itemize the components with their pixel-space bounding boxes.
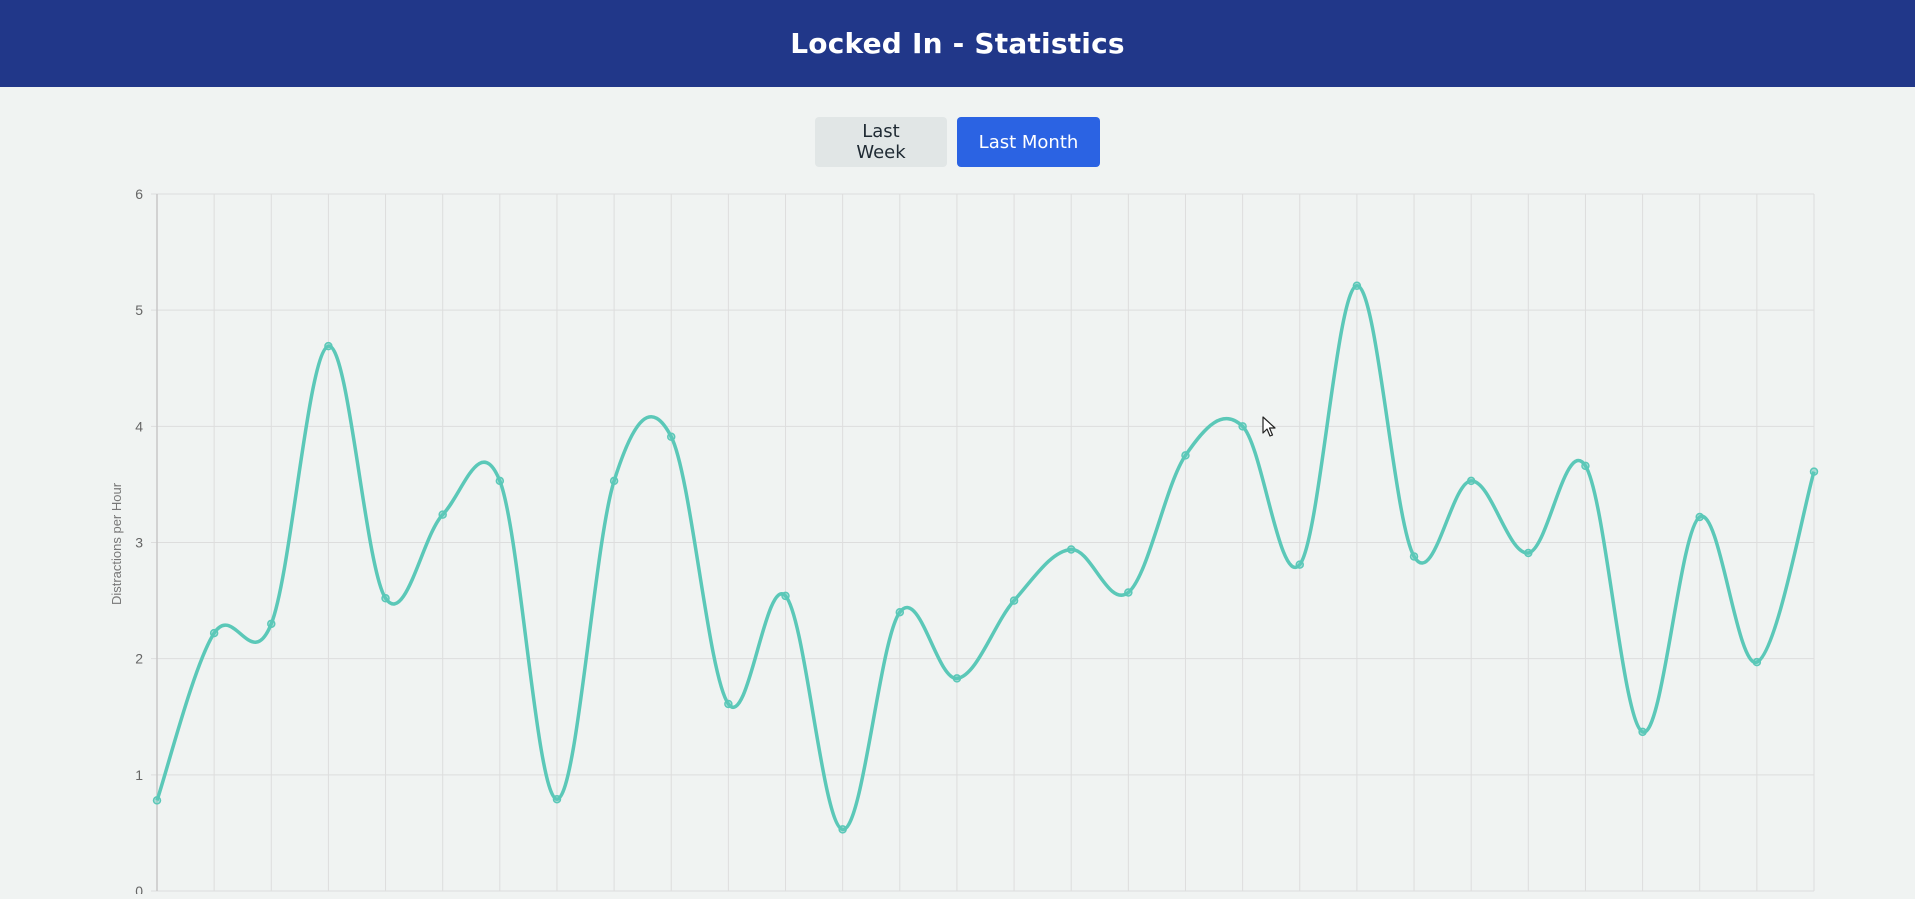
last-month-button[interactable]: Last Month (957, 117, 1100, 167)
y-axis-label: Distractions per Hour (109, 482, 124, 605)
data-point[interactable] (895, 607, 905, 617)
mouse-cursor-icon (1262, 416, 1276, 437)
data-points (152, 281, 1819, 834)
data-point[interactable] (552, 794, 562, 804)
data-point[interactable] (438, 510, 447, 519)
data-point[interactable] (495, 476, 505, 486)
data-point[interactable] (1124, 588, 1133, 597)
data-point[interactable] (1066, 545, 1076, 554)
y-tick-label: 6 (135, 186, 143, 202)
page-title: Locked In - Statistics (790, 27, 1125, 60)
data-point[interactable] (1238, 422, 1247, 431)
y-tick-label: 5 (135, 302, 143, 318)
data-point[interactable] (324, 341, 333, 351)
data-point[interactable] (1466, 476, 1476, 486)
data-point[interactable] (1352, 281, 1362, 291)
app-header: Locked In - Statistics (0, 0, 1915, 87)
y-axis-ticks: 0 1 2 3 4 5 6 (135, 186, 143, 899)
y-tick-label: 3 (135, 535, 143, 551)
data-point[interactable] (1009, 596, 1019, 605)
data-point[interactable] (1752, 657, 1762, 667)
series-line (155, 284, 1816, 832)
data-point[interactable] (609, 476, 619, 486)
data-point[interactable] (838, 825, 847, 834)
data-point[interactable] (1695, 512, 1704, 522)
range-toggle: Last Week Last Month (0, 117, 1915, 167)
data-point[interactable] (1295, 560, 1305, 569)
data-point[interactable] (267, 619, 276, 629)
y-tick-label: 1 (135, 767, 143, 783)
last-week-button[interactable]: Last Week (815, 117, 947, 167)
data-point[interactable] (952, 674, 962, 683)
y-tick-label: 0 (135, 883, 143, 894)
y-tick-label: 4 (135, 418, 143, 434)
y-tick-label: 2 (135, 651, 143, 667)
data-point[interactable] (1524, 548, 1533, 558)
data-point[interactable] (1581, 461, 1590, 471)
data-point[interactable] (666, 432, 676, 442)
data-point[interactable] (1809, 467, 1819, 476)
chart-grid (151, 193, 1815, 892)
data-point[interactable] (381, 594, 390, 603)
data-point[interactable] (1181, 451, 1190, 460)
data-point[interactable] (152, 796, 162, 805)
data-point[interactable] (781, 591, 790, 601)
data-point[interactable] (724, 699, 733, 709)
data-point[interactable] (1409, 552, 1419, 561)
data-point[interactable] (209, 628, 219, 638)
data-point[interactable] (1638, 727, 1647, 737)
